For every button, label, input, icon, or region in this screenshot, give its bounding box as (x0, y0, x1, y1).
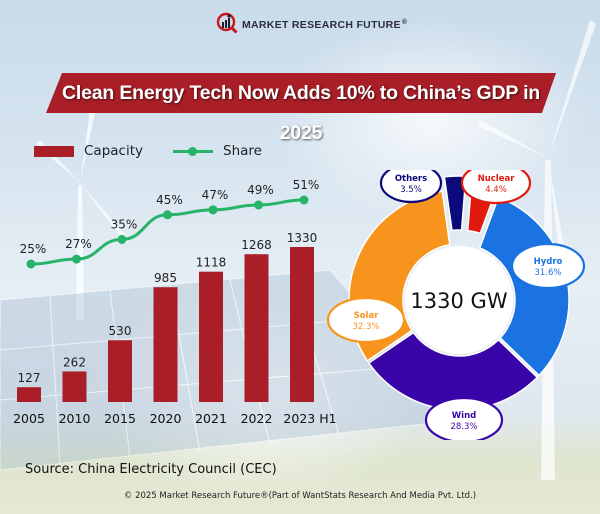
share-point (26, 259, 36, 269)
callout-value: 4.4% (485, 185, 507, 195)
callout-bubble (379, 170, 443, 204)
callout-bubble (510, 242, 586, 290)
callout-name: Hydro (534, 257, 563, 267)
page-title: Clean Energy Tech Now Adds 10% to China’… (62, 82, 540, 144)
donut-center-label: 1330 GW (410, 289, 507, 313)
donut-slice-hydro (478, 196, 570, 377)
bar-2023-H1 (290, 247, 314, 402)
bar-value-label: 262 (63, 355, 86, 369)
callout-name: Nuclear (478, 174, 516, 184)
bar-2005 (17, 387, 41, 402)
bar-value-label: 127 (18, 371, 41, 385)
share-value-label: 27% (65, 237, 92, 251)
callout-bubble (460, 170, 532, 205)
share-value-label: 47% (202, 188, 229, 202)
share-point (72, 254, 81, 264)
share-value-label: 45% (156, 193, 183, 207)
legend-capacity-label: Capacity (84, 143, 143, 159)
bar-2022 (244, 254, 269, 402)
legend-share-label: Share (223, 143, 262, 159)
bar-2010 (62, 371, 87, 402)
x-tick-label: 2005 (13, 411, 45, 426)
x-tick-label: 2010 (59, 411, 91, 426)
share-point (299, 195, 309, 205)
share-value-label: 49% (247, 183, 274, 197)
callout-bubble (326, 296, 406, 344)
legend-share-marker (173, 146, 213, 157)
x-tick-label: 2020 (150, 411, 182, 426)
share-line: 25% 27% 35% 45% 47% 49% 51% (20, 178, 320, 269)
x-tick-label: 2023 H1 (283, 411, 336, 426)
chart-legend: Capacity Share (34, 143, 262, 159)
callout-value: 31.6% (534, 268, 561, 278)
callout-value: 32.3% (352, 322, 379, 332)
callout-name: Others (395, 174, 427, 184)
bar-2015 (108, 340, 132, 402)
callout-value: 3.5% (400, 185, 422, 195)
callout-name: Wind (452, 411, 476, 421)
bar-value-label: 1330 (287, 231, 318, 245)
x-tick-label: 2021 (195, 411, 227, 426)
bar-value-label: 530 (109, 324, 132, 338)
bar-value-label: 985 (154, 271, 177, 285)
brand-logo: MARKET RESEARCH FUTURE® (216, 12, 407, 34)
x-tick-label: 2015 (104, 411, 136, 426)
title-banner: Clean Energy Tech Now Adds 10% to China’… (46, 73, 556, 144)
donut-slice-others (443, 175, 467, 232)
bar-value-label: 1268 (241, 238, 272, 252)
x-tick-label: 2022 (241, 411, 273, 426)
callout-value: 28.3% (450, 422, 477, 432)
source-note: Source: China Electricity Council (CEC) (25, 462, 277, 477)
share-point (117, 234, 127, 244)
bar-2021 (199, 271, 223, 402)
share-value-label: 51% (293, 178, 320, 192)
brand-name: MARKET RESEARCH FUTURE® (242, 19, 408, 31)
share-value-label: 25% (20, 242, 47, 256)
share-point (254, 200, 263, 210)
share-point (163, 210, 172, 220)
donut-center (405, 246, 513, 354)
bar-2020 (153, 287, 178, 402)
capacity-bars: 127 2005 262 2010 530 2015 985 2020 1118 2021 1268… (13, 231, 336, 426)
magnifier-bar-chart-icon (216, 12, 238, 34)
share-value-label: 35% (111, 217, 138, 231)
copyright-footer: © 2025 Market Research Future®(Part of W… (123, 491, 477, 501)
callout-name: Solar (354, 311, 380, 321)
capacity-share-chart: 127 2005 262 2010 530 2015 985 2020 1118 2021 1268… (13, 170, 586, 440)
banner-shape (46, 73, 556, 113)
legend-capacity-swatch (34, 145, 74, 157)
share-point (208, 205, 218, 215)
bar-value-label: 1118 (196, 256, 227, 270)
callout-bubble (424, 396, 504, 440)
